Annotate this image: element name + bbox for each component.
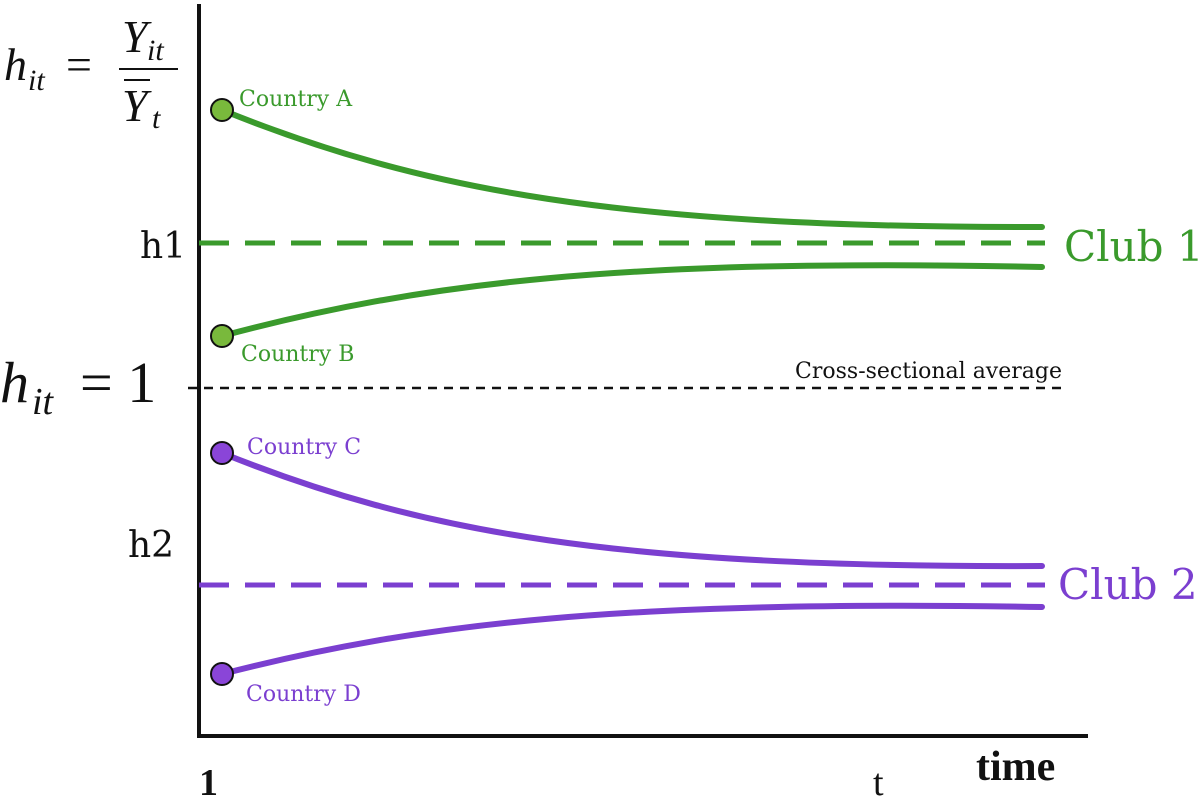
country-a-path [219, 107, 1045, 231]
country-b-label: Country B [241, 342, 354, 367]
country-c-marker [210, 441, 234, 465]
h2-label: h2 [128, 525, 174, 566]
club-2-label: Club 2 [1058, 560, 1198, 609]
x-end-label: t [873, 762, 884, 804]
cross-sectional-average-caption: Cross-sectional average [795, 359, 1062, 384]
country-d-label: Country D [246, 682, 361, 707]
time-axis-label: time [976, 744, 1055, 790]
country-c-label: Country C [247, 435, 361, 460]
formula-lhs-sub: it [28, 64, 45, 97]
country-a-label: Country A [239, 87, 353, 112]
formula-denominator-base: Y [122, 80, 152, 131]
baseline-label-sub: it [32, 381, 55, 423]
baseline-label-base: h [0, 350, 29, 415]
country-b-marker [210, 324, 234, 348]
club-1-label: Club 1 [1064, 222, 1200, 271]
country-b-path [219, 262, 1045, 339]
baseline-label: h it = 1 [0, 350, 156, 423]
formula-numerator-base: Y [122, 11, 152, 62]
relative-income-formula: h it = Y it Y t [4, 11, 178, 135]
club-1-group: Country A Country B Club 1 [199, 87, 1200, 367]
club-2-group: Country C Country D Club 2 [199, 435, 1198, 707]
x-start-label: 1 [199, 762, 218, 804]
formula-numerator-sub: it [147, 34, 164, 67]
country-d-marker [210, 662, 234, 686]
formula-denominator-sub: t [152, 102, 161, 135]
formula-equals: = [66, 39, 92, 90]
baseline-label-value: = 1 [80, 350, 156, 415]
h1-label: h1 [140, 226, 186, 267]
country-a-marker [210, 98, 234, 122]
country-c-path [219, 450, 1045, 570]
country-d-path [219, 602, 1045, 677]
formula-lhs-base: h [4, 39, 27, 90]
